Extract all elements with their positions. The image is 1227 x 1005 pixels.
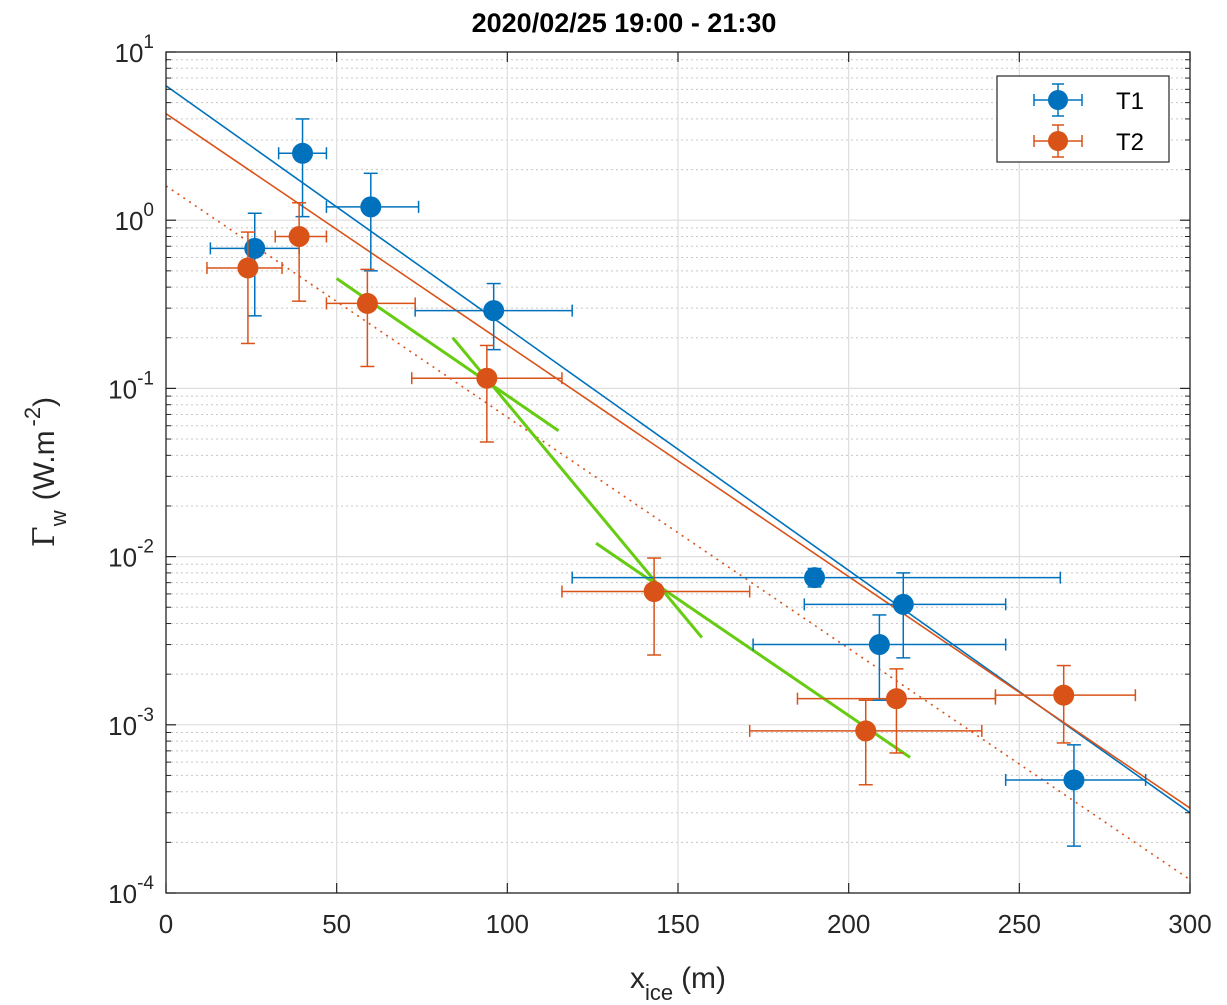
data-point <box>752 614 1007 701</box>
x-tick-label: 250 <box>998 909 1041 939</box>
legend: T1 T2 <box>996 75 1170 163</box>
y-tick-label-exponent: -3 <box>137 705 154 726</box>
data-point <box>748 699 983 786</box>
y-tick-label-exponent: 1 <box>143 32 154 53</box>
y-axis-label-unit: (W.m <box>28 430 61 500</box>
data-marker <box>360 196 382 218</box>
y-tick-label: 10-4 <box>108 873 154 909</box>
legend-box <box>996 75 1170 163</box>
data-point <box>1004 744 1147 847</box>
data-point <box>277 118 328 218</box>
y-axis-label: Γw (W.m -2) <box>20 397 71 547</box>
data-point <box>411 344 563 443</box>
chart-title: 2020/02/25 19:00 - 21:30 <box>472 8 777 38</box>
x-tick-label: 100 <box>486 909 529 939</box>
x-tick-label: 50 <box>322 909 351 939</box>
x-tick-label: 150 <box>656 909 699 939</box>
x-axis-label-main: x <box>630 962 645 995</box>
axes-frame <box>165 51 1191 894</box>
y-tick-label-base: 10 <box>115 206 144 236</box>
y-axis-label-symbol: Γ <box>27 526 62 547</box>
legend-entry-t1: T1 <box>1033 83 1144 117</box>
x-tick-label: 0 <box>159 909 173 939</box>
data-marker <box>476 367 498 389</box>
data-point <box>274 201 328 302</box>
y-tick-label-base: 10 <box>115 38 144 68</box>
y-tick-label-base: 10 <box>108 374 137 404</box>
series-t2 <box>206 201 1137 786</box>
y-tick-label-base: 10 <box>108 879 137 909</box>
x-axis-label-sub: ice <box>645 980 673 1005</box>
data-marker <box>643 581 665 603</box>
data-point <box>206 231 283 345</box>
x-axis-label: xice (m) <box>630 962 726 1005</box>
data-point <box>325 172 420 272</box>
data-marker <box>804 567 826 589</box>
data-point <box>325 268 416 368</box>
y-tick-label: 10-2 <box>108 537 154 573</box>
x-tick-label: 200 <box>827 909 870 939</box>
y-tick-label-exponent: -4 <box>137 873 154 894</box>
y-axis-label-sup: -2 <box>20 407 45 427</box>
y-tick-label-exponent: -1 <box>137 368 154 389</box>
x-tick-labels: 0 50 100 150 200 250 300 <box>159 909 1212 939</box>
data-marker <box>237 257 259 279</box>
y-axis-label-sub: w <box>46 510 71 527</box>
data-marker <box>288 226 310 248</box>
data-marker <box>1053 684 1075 706</box>
data-marker <box>244 237 266 259</box>
data-marker <box>483 300 505 322</box>
y-axis-label-close: ) <box>28 397 61 407</box>
x-axis-label-unit: (m) <box>681 962 726 995</box>
data-point <box>561 557 751 656</box>
legend-entry-t2: T2 <box>1033 124 1144 158</box>
data-marker <box>1063 769 1085 791</box>
y-tick-label: 10-1 <box>108 368 154 404</box>
data-point <box>803 572 1007 659</box>
data-marker <box>356 292 378 314</box>
data-point <box>796 668 997 754</box>
legend-label-t1: T1 <box>1116 88 1144 115</box>
plot-area <box>165 51 1191 894</box>
y-tick-label: 10-3 <box>108 705 154 741</box>
y-tick-label: 100 <box>115 200 155 236</box>
y-tick-label: 101 <box>115 32 155 68</box>
data-marker <box>292 142 314 164</box>
y-tick-label-base: 10 <box>108 543 137 573</box>
data-marker <box>885 688 907 710</box>
data-marker <box>868 634 890 656</box>
data-point <box>414 282 573 351</box>
legend-label-t2: T2 <box>1116 129 1144 156</box>
data-marker <box>892 593 914 615</box>
y-tick-label-exponent: 0 <box>143 200 154 221</box>
legend-marker-t2 <box>1033 124 1083 158</box>
y-tick-label-exponent: -2 <box>137 537 154 558</box>
y-tick-label-base: 10 <box>108 711 137 741</box>
legend-marker-t1 <box>1033 83 1083 117</box>
x-tick-label: 300 <box>1168 909 1211 939</box>
fit-line-3 <box>166 185 1190 881</box>
data-point <box>994 664 1137 744</box>
data-marker <box>855 720 877 742</box>
fit-line-2 <box>166 112 1190 809</box>
